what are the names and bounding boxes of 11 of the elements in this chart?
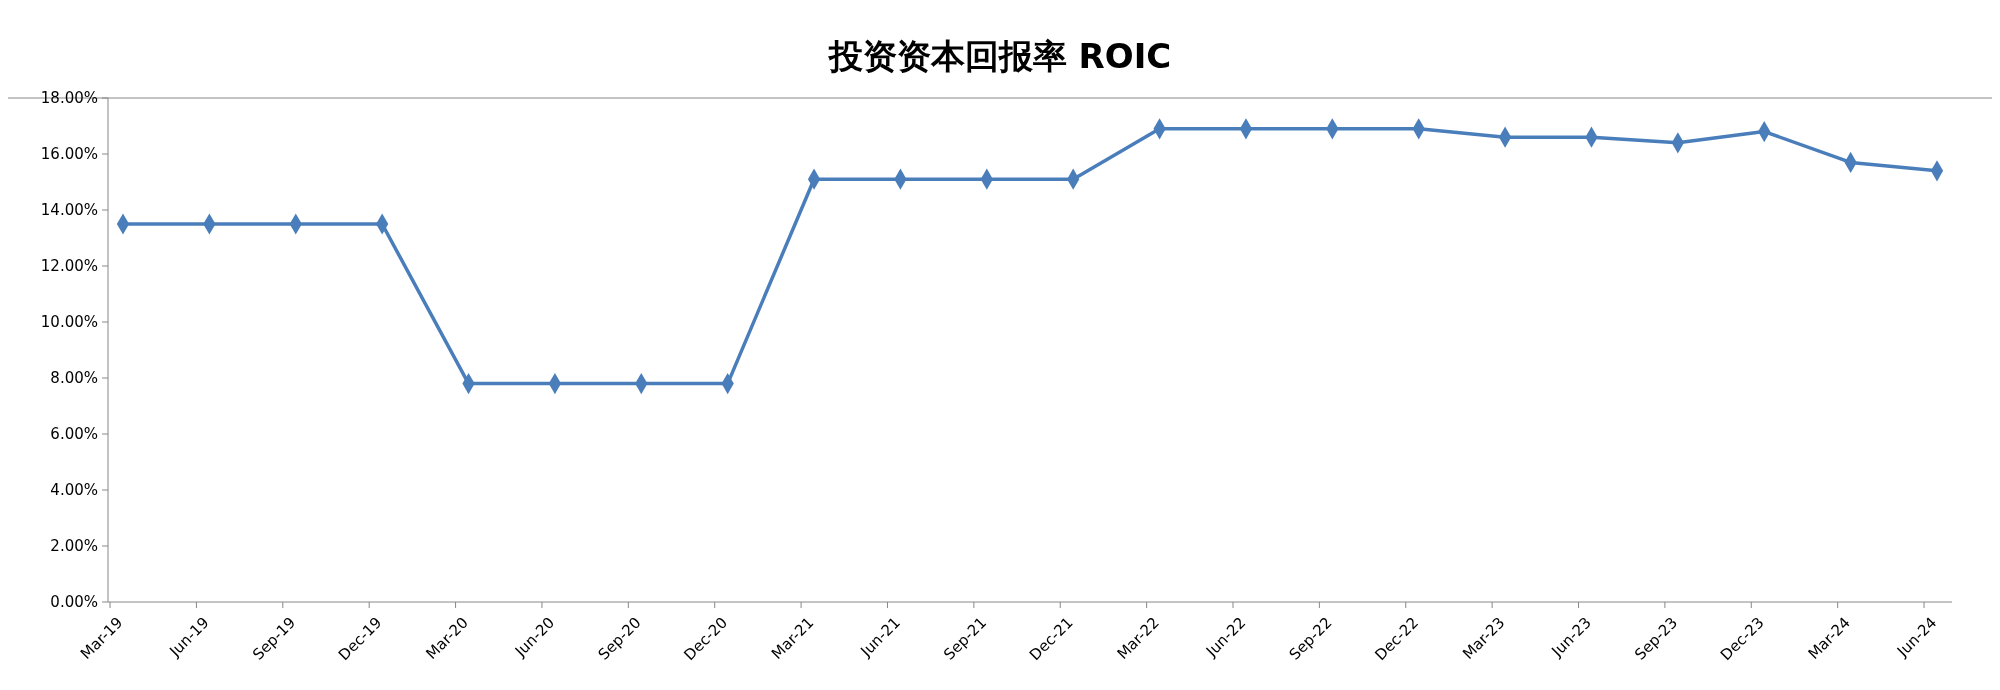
chart-title: 投资资本回报率 ROIC	[826, 36, 1172, 76]
y-tick-label: 2.00%	[50, 537, 98, 556]
y-tick-label: 14.00%	[40, 201, 98, 220]
y-tick-label: 18.00%	[40, 89, 98, 108]
y-tick-label: 10.00%	[40, 313, 98, 332]
y-tick-label: 0.00%	[50, 593, 98, 612]
y-tick-label: 16.00%	[40, 145, 98, 164]
y-tick-label: 8.00%	[50, 369, 98, 388]
y-tick-label: 6.00%	[50, 425, 98, 444]
y-tick-label: 4.00%	[50, 481, 98, 500]
y-tick-label: 12.00%	[40, 257, 98, 276]
